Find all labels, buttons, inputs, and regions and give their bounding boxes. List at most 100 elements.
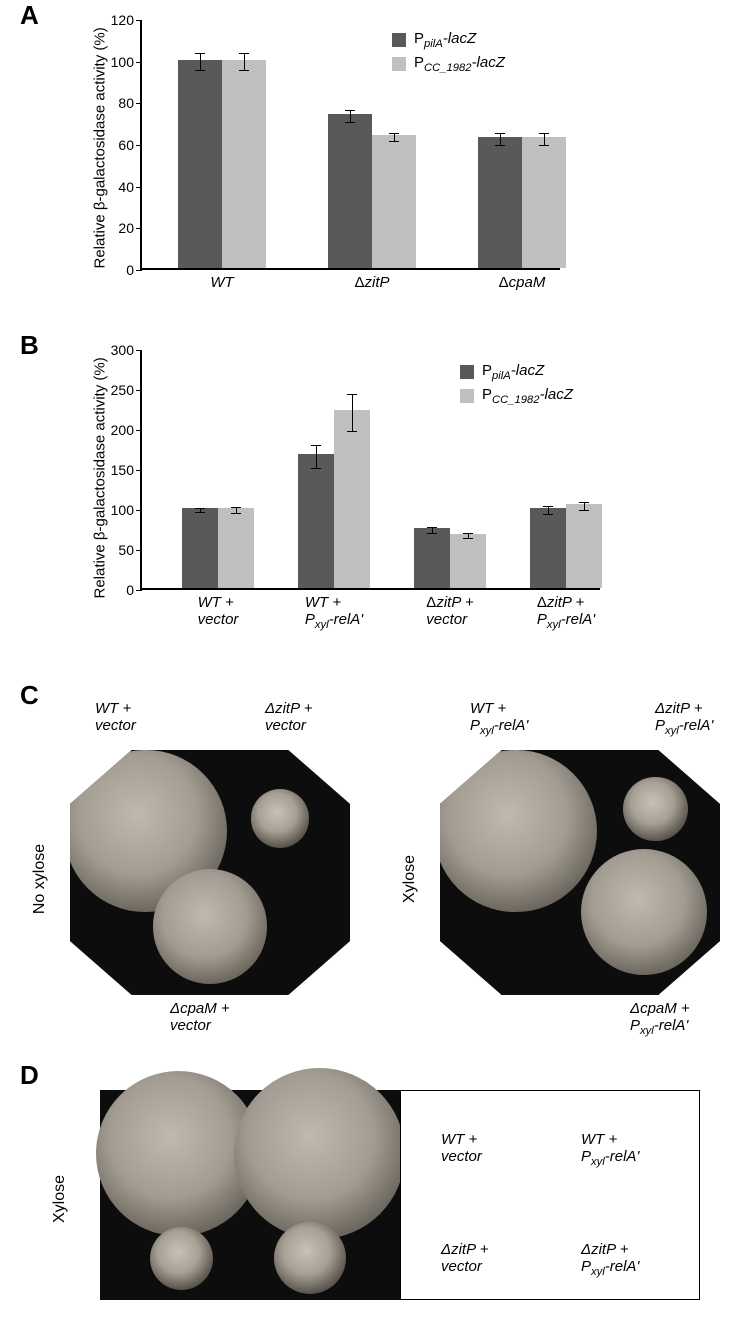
error-cap bbox=[347, 394, 357, 395]
panel-b-label: B bbox=[20, 330, 39, 361]
error-bar bbox=[500, 133, 501, 146]
key-bl: ΔzitP +vector bbox=[441, 1241, 488, 1275]
x-category-label: WT +vector bbox=[198, 588, 239, 628]
panel-d-cond: Xylose bbox=[51, 1159, 69, 1239]
bar bbox=[298, 454, 334, 588]
key-tr: WT +Pxyl-relA' bbox=[581, 1131, 639, 1168]
error-cap bbox=[463, 538, 473, 539]
bar bbox=[372, 135, 416, 268]
error-cap bbox=[345, 122, 355, 123]
ytick-label: 250 bbox=[111, 382, 142, 398]
error-cap bbox=[195, 70, 205, 71]
error-cap bbox=[543, 514, 553, 515]
panel-a-legend: PpilA-lacZ PCC_1982-lacZ bbox=[392, 30, 505, 78]
error-cap bbox=[463, 533, 473, 534]
bar bbox=[182, 508, 218, 588]
error-cap bbox=[231, 513, 241, 514]
c-right-b: ΔcpaM +Pxyl-relA' bbox=[630, 1000, 690, 1037]
error-cap bbox=[311, 445, 321, 446]
legend-item-cc1982: PCC_1982-lacZ bbox=[392, 54, 505, 74]
panel-c: No xylose Xylose WT +vector ΔzitP +vecto… bbox=[0, 680, 752, 1040]
error-bar bbox=[350, 110, 351, 123]
legend-item-pila-b: PpilA-lacZ bbox=[460, 362, 573, 382]
error-cap bbox=[345, 110, 355, 111]
legend-item-pila: PpilA-lacZ bbox=[392, 30, 505, 50]
legend-text-cc1982: PCC_1982-lacZ bbox=[414, 54, 505, 74]
error-bar bbox=[316, 445, 317, 467]
error-cap bbox=[239, 53, 249, 54]
colony bbox=[434, 750, 596, 912]
ytick-label: 80 bbox=[118, 95, 142, 111]
key-tl: WT +vector bbox=[441, 1131, 482, 1165]
colony bbox=[581, 849, 707, 975]
error-cap bbox=[311, 468, 321, 469]
error-bar bbox=[394, 133, 395, 141]
legend-text-cc1982-b: PCC_1982-lacZ bbox=[482, 386, 573, 406]
error-cap bbox=[389, 141, 399, 142]
panel-b-yaxis-title: Relative β-galactosidase activity (%) bbox=[92, 359, 109, 599]
ytick-label: 300 bbox=[111, 342, 142, 358]
legend-swatch-dark bbox=[392, 33, 406, 47]
error-cap bbox=[579, 510, 589, 511]
colony bbox=[623, 777, 687, 841]
ytick-label: 120 bbox=[111, 12, 142, 28]
c-left-b: ΔcpaM +vector bbox=[170, 1000, 230, 1034]
ytick-label: 0 bbox=[126, 582, 142, 598]
bar bbox=[178, 60, 222, 268]
c-right-tl: WT +Pxyl-relA' bbox=[470, 700, 528, 737]
panel-b: Relative β-galactosidase activity (%) 0 5… bbox=[40, 330, 710, 650]
error-bar bbox=[244, 53, 245, 70]
key-br: ΔzitP +Pxyl-relA' bbox=[581, 1241, 639, 1278]
plate-d bbox=[100, 1090, 400, 1300]
error-cap bbox=[195, 512, 205, 513]
error-cap bbox=[195, 53, 205, 54]
error-bar bbox=[544, 133, 545, 146]
panel-a-yaxis-title: Relative β-galactosidase activity (%) bbox=[92, 29, 109, 269]
bar bbox=[450, 534, 486, 588]
ytick-label: 50 bbox=[118, 542, 142, 558]
bar bbox=[566, 504, 602, 588]
error-cap bbox=[579, 502, 589, 503]
panel-d: Xylose WT +vector WT +Pxyl-relA' ΔzitP +… bbox=[0, 1060, 752, 1320]
c-left-tl: WT +vector bbox=[95, 700, 136, 734]
error-cap bbox=[427, 527, 437, 528]
ytick-label: 100 bbox=[111, 502, 142, 518]
x-category-label: ΔzitP +vector bbox=[426, 588, 473, 628]
error-cap bbox=[539, 145, 549, 146]
x-category-label: WT +Pxyl-relA' bbox=[305, 588, 363, 631]
x-category-label: WT bbox=[210, 268, 233, 291]
error-bar bbox=[352, 394, 353, 431]
legend-text-pila: PpilA-lacZ bbox=[414, 30, 476, 50]
panel-a-label: A bbox=[20, 0, 39, 31]
ytick-label: 60 bbox=[118, 137, 142, 153]
ytick-label: 200 bbox=[111, 422, 142, 438]
panel-b-legend: PpilA-lacZ PCC_1982-lacZ bbox=[460, 362, 573, 410]
panel-a: Relative β-galactosidase activity (%) 02… bbox=[40, 0, 710, 310]
error-cap bbox=[347, 431, 357, 432]
bar bbox=[334, 410, 370, 588]
x-category-label: ΔcpaM bbox=[499, 268, 546, 291]
ytick-label: 100 bbox=[111, 54, 142, 70]
legend-swatch-light-b bbox=[460, 389, 474, 403]
bar bbox=[222, 60, 266, 268]
plate-c-right bbox=[440, 750, 720, 995]
bar bbox=[328, 114, 372, 268]
error-bar bbox=[548, 506, 549, 514]
error-cap bbox=[195, 508, 205, 509]
colony bbox=[234, 1068, 405, 1239]
x-category-label: ΔzitP +Pxyl-relA' bbox=[537, 588, 595, 631]
error-cap bbox=[427, 533, 437, 534]
bar bbox=[218, 508, 254, 588]
ytick-label: 150 bbox=[111, 462, 142, 478]
colony bbox=[150, 1227, 213, 1290]
error-cap bbox=[495, 145, 505, 146]
error-bar bbox=[200, 53, 201, 70]
error-cap bbox=[539, 133, 549, 134]
panel-c-left-cond: No xylose bbox=[31, 829, 49, 929]
panel-d-key: WT +vector WT +Pxyl-relA' ΔzitP +vector … bbox=[400, 1090, 700, 1300]
legend-swatch-dark-b bbox=[460, 365, 474, 379]
bar bbox=[414, 528, 450, 588]
error-cap bbox=[389, 133, 399, 134]
plate-c-left bbox=[70, 750, 350, 995]
error-cap bbox=[239, 70, 249, 71]
